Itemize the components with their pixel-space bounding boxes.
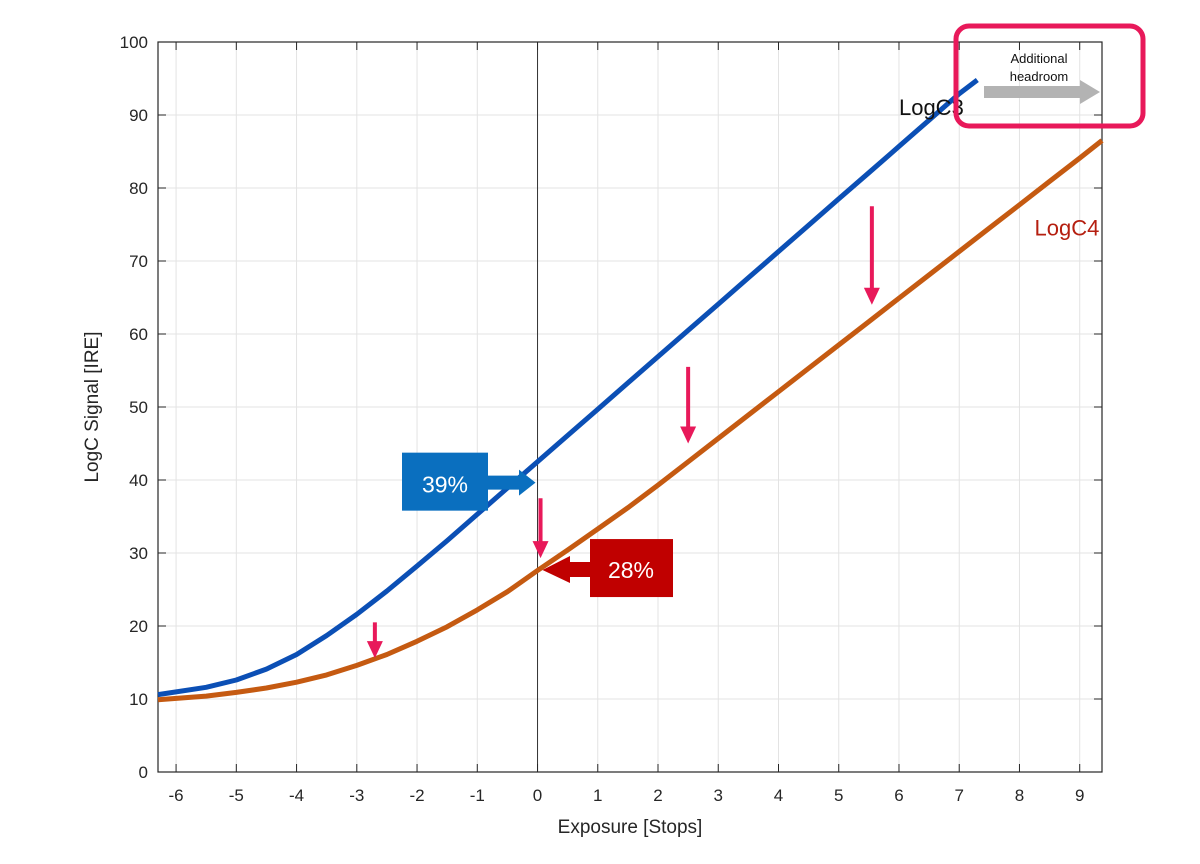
y-tick-label: 90 <box>129 106 148 125</box>
shift-down-arrow-head <box>366 641 383 659</box>
x-tick-label: 1 <box>593 786 602 805</box>
series-label-logc3: LogC3 <box>899 95 964 120</box>
y-tick-label: 20 <box>129 617 148 636</box>
x-tick-label: -4 <box>289 786 304 805</box>
logc4-callout-label: 28% <box>608 557 654 583</box>
series-layer: LogC3 LogC4 <box>157 78 1104 703</box>
axis-ticks: -6 -5 -4 -3 -2 -1 0 1 2 3 4 5 6 7 8 9010203040506070809… <box>120 33 1102 805</box>
x-tick-label: 0 <box>533 786 542 805</box>
y-tick-label: 50 <box>129 398 148 417</box>
logc4-callout-arrow <box>542 556 591 584</box>
series-line-logc3 <box>157 78 979 698</box>
headroom-arrow <box>984 80 1100 104</box>
x-tick-label: 2 <box>653 786 662 805</box>
y-tick-label: 0 <box>139 763 148 782</box>
x-tick-label: 9 <box>1075 786 1084 805</box>
x-tick-label: -2 <box>409 786 424 805</box>
logc4-callout-box <box>590 539 673 598</box>
logc3-callout-arrow <box>487 469 536 496</box>
x-tick-label: 3 <box>714 786 723 805</box>
y-tick-label: 80 <box>129 179 148 198</box>
x-tick-label: 4 <box>774 786 783 805</box>
x-tick-label: -1 <box>470 786 485 805</box>
y-tick-label: 60 <box>129 325 148 344</box>
y-tick-label: 40 <box>129 471 148 490</box>
y-axis-title: LogC Signal [IRE] <box>82 331 103 482</box>
shift-down-arrow-head <box>863 287 880 305</box>
x-tick-label: -6 <box>169 786 184 805</box>
grid-lines <box>158 41 1102 773</box>
x-tick-label: 6 <box>894 786 903 805</box>
y-tick-label: 30 <box>129 544 148 563</box>
series-line-logc4 <box>157 138 1104 703</box>
x-tick-label: -3 <box>349 786 364 805</box>
x-tick-label: 7 <box>954 786 963 805</box>
y-tick-label: 10 <box>129 690 148 709</box>
x-axis-title: Exposure [Stops] <box>558 817 703 838</box>
series-label-logc4: LogC4 <box>1035 215 1100 240</box>
y-tick-label: 70 <box>129 252 148 271</box>
logc3-callout-label: 39% <box>422 472 468 498</box>
shift-down-arrow-head <box>532 541 549 559</box>
annotation-layer: 39% 28% Additional headroom <box>366 23 1146 659</box>
headroom-highlight-box <box>953 23 1146 129</box>
x-tick-label: -5 <box>229 786 244 805</box>
headroom-label-line2: headroom <box>1010 69 1069 84</box>
x-tick-label: 8 <box>1015 786 1024 805</box>
shift-down-arrow-head <box>680 426 697 444</box>
headroom-label-line1: Additional <box>1010 51 1067 66</box>
x-tick-label: 5 <box>834 786 843 805</box>
logc3-callout-box <box>402 452 488 511</box>
y-tick-label: 100 <box>120 33 148 52</box>
